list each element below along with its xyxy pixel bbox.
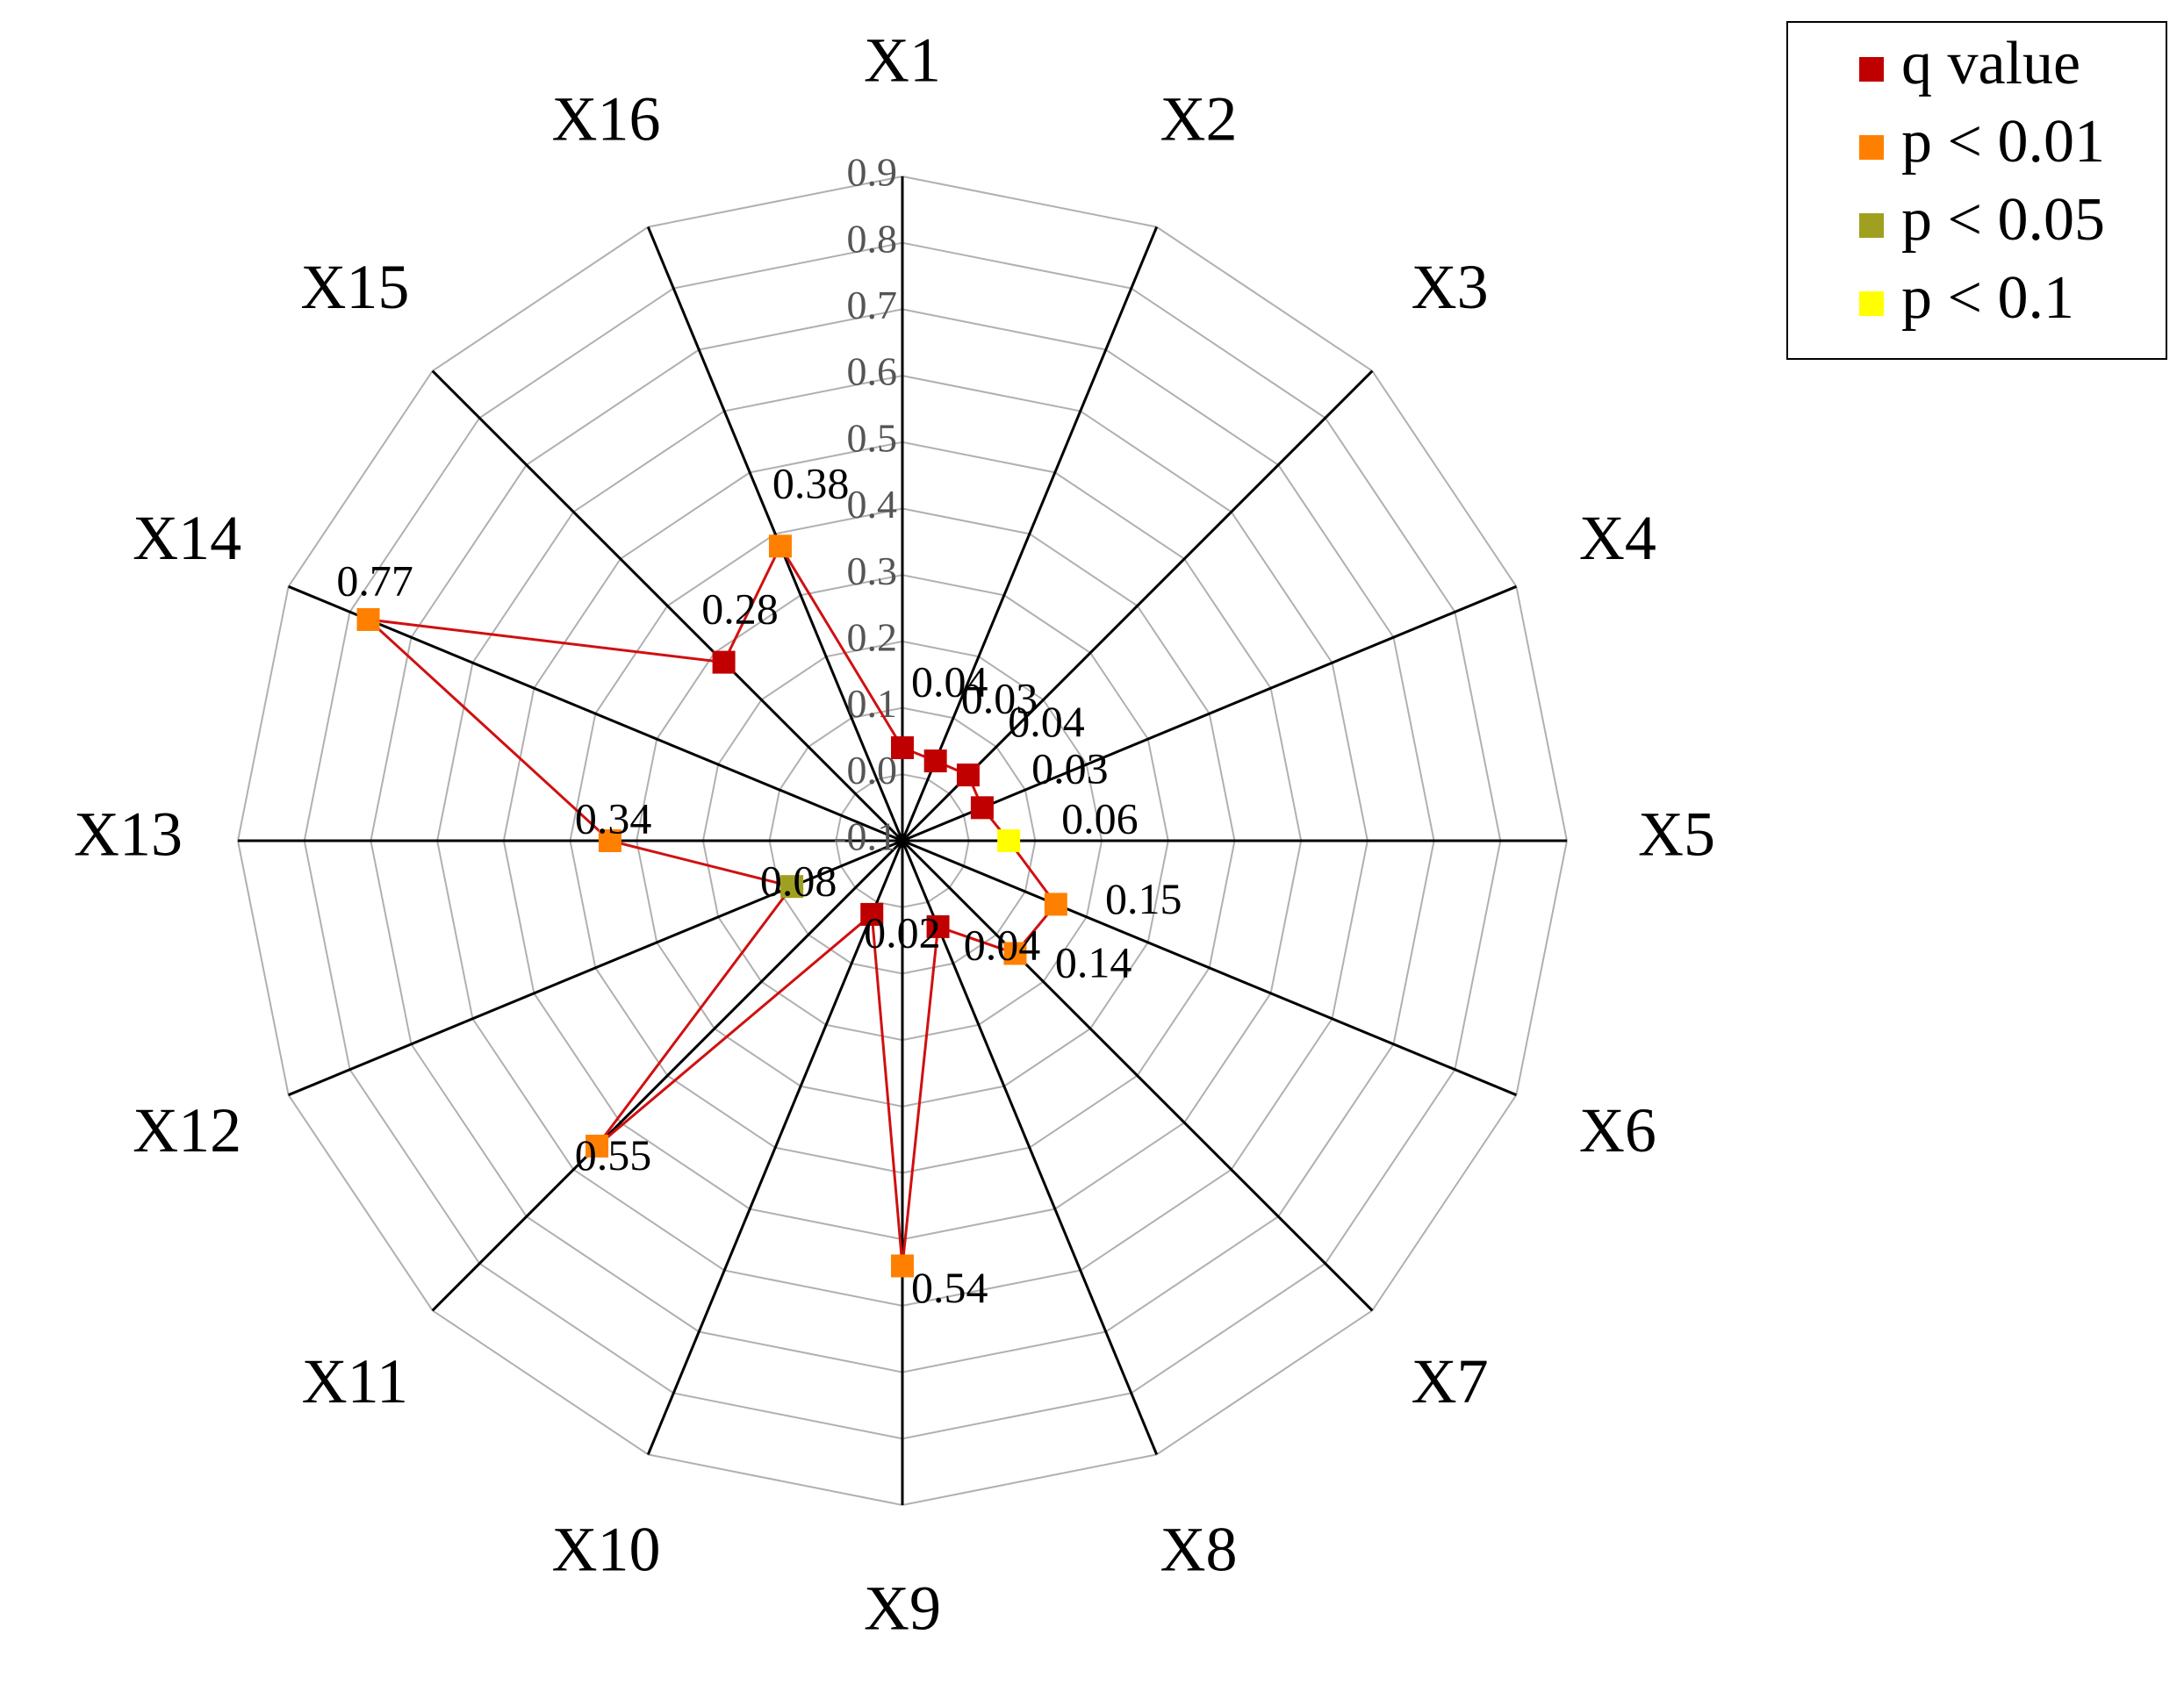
r-tick-label: -0.1 <box>833 814 897 859</box>
category-label: X5 <box>1638 799 1715 870</box>
category-label: X4 <box>1579 503 1656 573</box>
spoke <box>902 584 1517 842</box>
category-label: X13 <box>74 799 183 870</box>
value-label: 0.03 <box>1031 744 1109 793</box>
category-label: X15 <box>300 252 409 322</box>
spoke <box>646 840 904 1455</box>
point-marker <box>923 749 947 773</box>
category-label: X1 <box>864 25 941 96</box>
r-tick-label: 0.6 <box>847 349 898 394</box>
value-label: 0.04 <box>911 656 988 706</box>
category-label: X9 <box>864 1574 941 1644</box>
category-label: X16 <box>551 84 660 154</box>
category-label: X2 <box>1160 84 1238 154</box>
point-marker <box>1003 942 1027 965</box>
spoke <box>901 226 1159 842</box>
r-tick-label: 0.3 <box>847 548 898 593</box>
legend-label: p < 0.05 <box>1901 186 2105 254</box>
value-label: 0.03 <box>961 673 1038 722</box>
category-label: X3 <box>1412 252 1489 322</box>
legend-marker <box>1859 291 1884 316</box>
point-marker <box>712 650 736 674</box>
point-marker <box>768 534 792 558</box>
value-label: 0.77 <box>336 556 413 605</box>
value-label: 0.28 <box>701 584 779 634</box>
legend-marker <box>1859 57 1884 82</box>
spoke <box>431 839 904 1312</box>
category-label: X11 <box>302 1346 408 1416</box>
point-marker <box>926 914 950 938</box>
value-label: 0.04 <box>964 921 1041 970</box>
value-label: 0.08 <box>760 857 837 906</box>
category-label: X6 <box>1579 1095 1656 1165</box>
r-tick-label: 0.7 <box>847 283 898 327</box>
r-tick-label: 0.9 <box>847 150 898 195</box>
r-tick-label: 0.0 <box>847 748 898 792</box>
value-label: 0.02 <box>864 908 940 957</box>
point-marker <box>598 829 621 852</box>
legend-box <box>1786 21 2167 360</box>
category-label: X7 <box>1412 1346 1489 1416</box>
spoke <box>901 839 1374 1312</box>
legend-marker <box>1859 213 1884 238</box>
r-tick-label: 0.1 <box>847 681 898 726</box>
value-label: 0.06 <box>1061 793 1139 842</box>
point-marker <box>586 1134 609 1158</box>
point-marker <box>997 829 1021 852</box>
point-marker <box>780 875 804 899</box>
legend-label: q value <box>1901 30 2080 97</box>
spoke <box>901 840 1159 1455</box>
r-tick-label: 0.2 <box>847 614 898 659</box>
point-marker <box>891 736 914 760</box>
point-marker <box>891 1254 914 1278</box>
spoke <box>902 839 1517 1097</box>
point-marker <box>1044 893 1067 916</box>
category-label: X10 <box>551 1514 660 1584</box>
value-label: 0.14 <box>1055 937 1132 986</box>
category-label: X8 <box>1160 1514 1238 1584</box>
series-line <box>364 543 1058 1266</box>
spoke <box>431 369 904 842</box>
value-label: 0.15 <box>1105 874 1182 923</box>
value-label: 0.54 <box>911 1263 988 1312</box>
spoke <box>646 226 904 842</box>
legend-marker <box>1859 135 1884 160</box>
value-label: 0.04 <box>1008 697 1085 746</box>
category-label: X14 <box>133 503 241 573</box>
r-tick-label: 0.4 <box>847 482 898 527</box>
value-label: 0.38 <box>772 459 850 508</box>
r-tick-label: 0.8 <box>847 216 898 261</box>
legend-label: p < 0.01 <box>1901 108 2105 176</box>
spoke <box>901 369 1374 842</box>
point-marker <box>970 796 994 820</box>
value-label: 0.55 <box>575 1130 652 1179</box>
value-label: 0.34 <box>575 793 652 842</box>
legend-label: p < 0.1 <box>1901 264 2074 332</box>
point-marker <box>956 764 980 787</box>
category-label: X12 <box>133 1095 241 1165</box>
spoke <box>288 584 903 842</box>
r-tick-label: 0.5 <box>847 415 898 460</box>
point-marker <box>356 607 380 631</box>
point-marker <box>860 902 884 926</box>
